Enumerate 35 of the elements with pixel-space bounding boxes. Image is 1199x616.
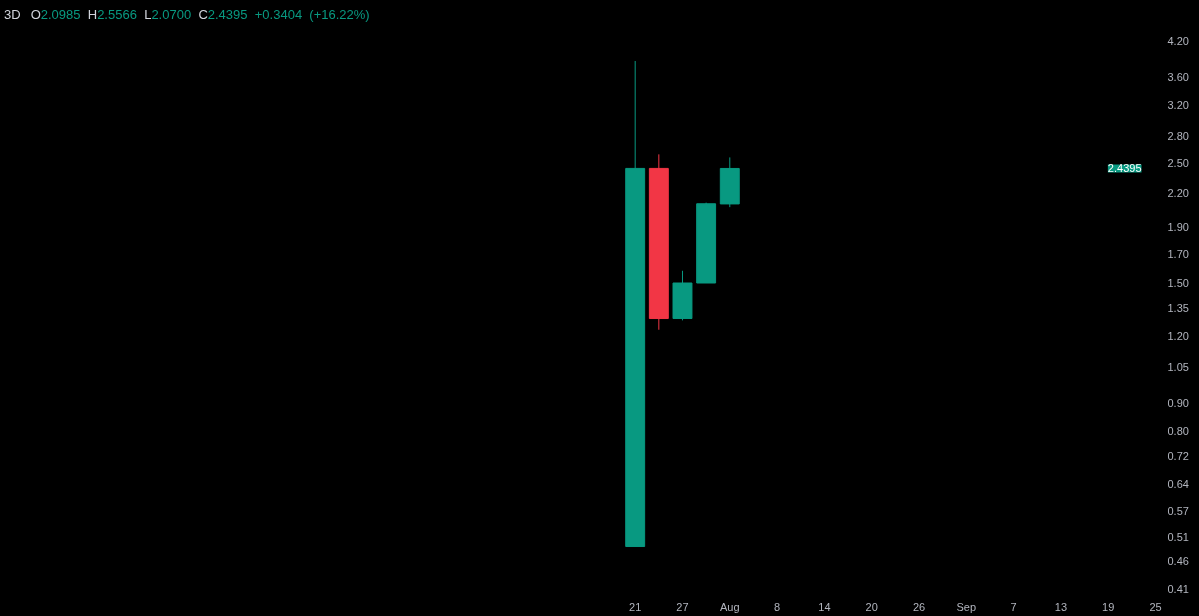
y-tick-label: 2.50 bbox=[1167, 156, 1189, 169]
x-tick-label: 25 bbox=[1149, 600, 1162, 613]
y-tick-label: 1.05 bbox=[1167, 361, 1189, 374]
y-tick-label: 0.64 bbox=[1167, 477, 1189, 490]
y-tick-label: 0.41 bbox=[1167, 582, 1189, 595]
chart-title: 3D bbox=[4, 7, 21, 22]
y-tick-label: 0.57 bbox=[1167, 504, 1189, 517]
x-tick-label: 21 bbox=[629, 600, 642, 613]
y-tick-label: 0.90 bbox=[1167, 397, 1189, 410]
y-tick-label: 0.46 bbox=[1167, 555, 1189, 568]
x-tick-label: 19 bbox=[1102, 600, 1115, 613]
x-tick-label: 26 bbox=[912, 600, 926, 613]
y-tick-label: 1.70 bbox=[1167, 247, 1189, 260]
x-tick-label: 20 bbox=[865, 600, 878, 613]
y-tick-label: 4.20 bbox=[1167, 34, 1189, 47]
y-tick-label: 0.72 bbox=[1167, 449, 1189, 462]
y-tick-label: 2.20 bbox=[1167, 186, 1189, 199]
y-tick-label: 1.90 bbox=[1167, 221, 1189, 234]
x-tick-label: 14 bbox=[818, 600, 831, 613]
text: O2.0985 H2.5566 L2.0700 C2.4395 +0.3404 (+16.22%) bbox=[30, 7, 370, 22]
y-tick-label: 1.50 bbox=[1167, 277, 1189, 289]
x-tick-label: Sep bbox=[956, 600, 977, 613]
y-tick-label: 0.80 bbox=[1167, 425, 1189, 438]
y-tick-label: 1.20 bbox=[1167, 329, 1189, 342]
x-tick-label: 13 bbox=[1054, 600, 1068, 613]
y-tick-label: 1.35 bbox=[1167, 301, 1189, 314]
x-tick-label: 7 bbox=[1010, 600, 1017, 613]
y-tick-label: 3.20 bbox=[1167, 98, 1189, 111]
x-tick-label: 27 bbox=[676, 600, 689, 613]
y-tick-label: 0.51 bbox=[1167, 531, 1189, 544]
x-tick-label: Aug bbox=[720, 600, 740, 613]
y-tick-label: 3.60 bbox=[1167, 70, 1189, 83]
y-tick-label: 2.80 bbox=[1167, 130, 1189, 142]
annotation: 2.4395 bbox=[1107, 162, 1142, 175]
x-tick-label: 8 bbox=[774, 600, 781, 613]
